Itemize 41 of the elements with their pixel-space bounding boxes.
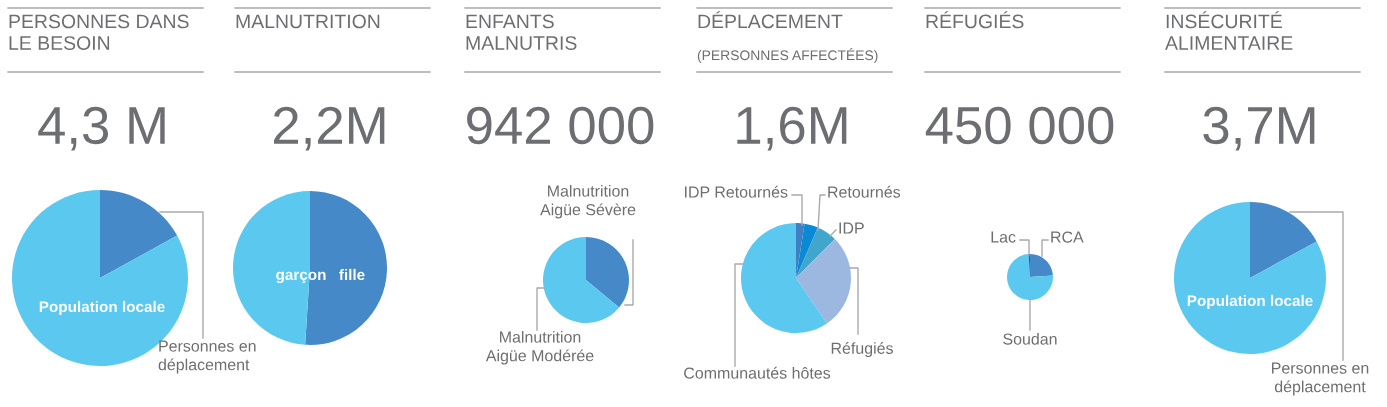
text: 4,3 M <box>38 106 165 151</box>
slice-label: RCA <box>1051 231 1084 243</box>
slice-label: Population locale <box>39 300 165 316</box>
text: 3,7M <box>1203 106 1315 151</box>
slice-label: IDP <box>839 222 864 234</box>
text: 1,6M <box>737 106 847 151</box>
pie-slice <box>586 237 629 308</box>
chart-subtitle: (PERSONNES AFFECTÉES) <box>697 47 878 63</box>
pie-slice <box>1030 254 1053 277</box>
slice-label: Communautés hôtes <box>684 366 831 379</box>
text: 2,2M <box>273 106 385 151</box>
pie-slice <box>100 190 178 278</box>
slice-label: Retournés <box>828 185 901 198</box>
chart-title: ENFANTS MALNUTRIS <box>466 14 577 50</box>
pie-slice <box>1174 202 1326 354</box>
pie-slice <box>543 237 620 323</box>
slice-label: Malnutrition Aigüe Sévère <box>540 185 636 219</box>
slice-label: Soudan <box>1003 333 1057 345</box>
chart-title: PERSONNES DANS LE BESOIN <box>9 14 189 50</box>
chart-title: MALNUTRITION <box>236 14 380 29</box>
slice-label: Lac <box>991 231 1016 243</box>
text: 450 000 <box>925 106 1114 145</box>
chart-title: INSÉCURITÉ ALIMENTAIRE <box>1165 11 1293 50</box>
text: 942 000 <box>467 106 654 145</box>
slice-label: Population locale <box>1187 294 1313 310</box>
slice-label: Personnes en déplacement <box>158 340 256 374</box>
chart-title: RÉFUGIÉS <box>926 11 1024 29</box>
pie-slice <box>741 223 827 333</box>
chart-title: DÉPLACEMENT <box>698 11 843 29</box>
pie-slice <box>796 227 835 278</box>
pie-slice <box>796 223 805 278</box>
pie-slice <box>1007 254 1053 300</box>
slice-label: Réfugiés <box>831 342 893 358</box>
pie-slice <box>796 239 851 324</box>
pie-slice <box>796 223 818 278</box>
slice-label: Personnes en déplacement <box>1272 362 1369 396</box>
slice-label: Malnutrition Aigüe Modérée <box>485 331 594 365</box>
pie-slice <box>1250 202 1317 278</box>
slice-label: fille <box>339 268 365 281</box>
slice-label: IDP Retournés <box>685 185 788 198</box>
slice-label: garçon <box>276 271 326 284</box>
